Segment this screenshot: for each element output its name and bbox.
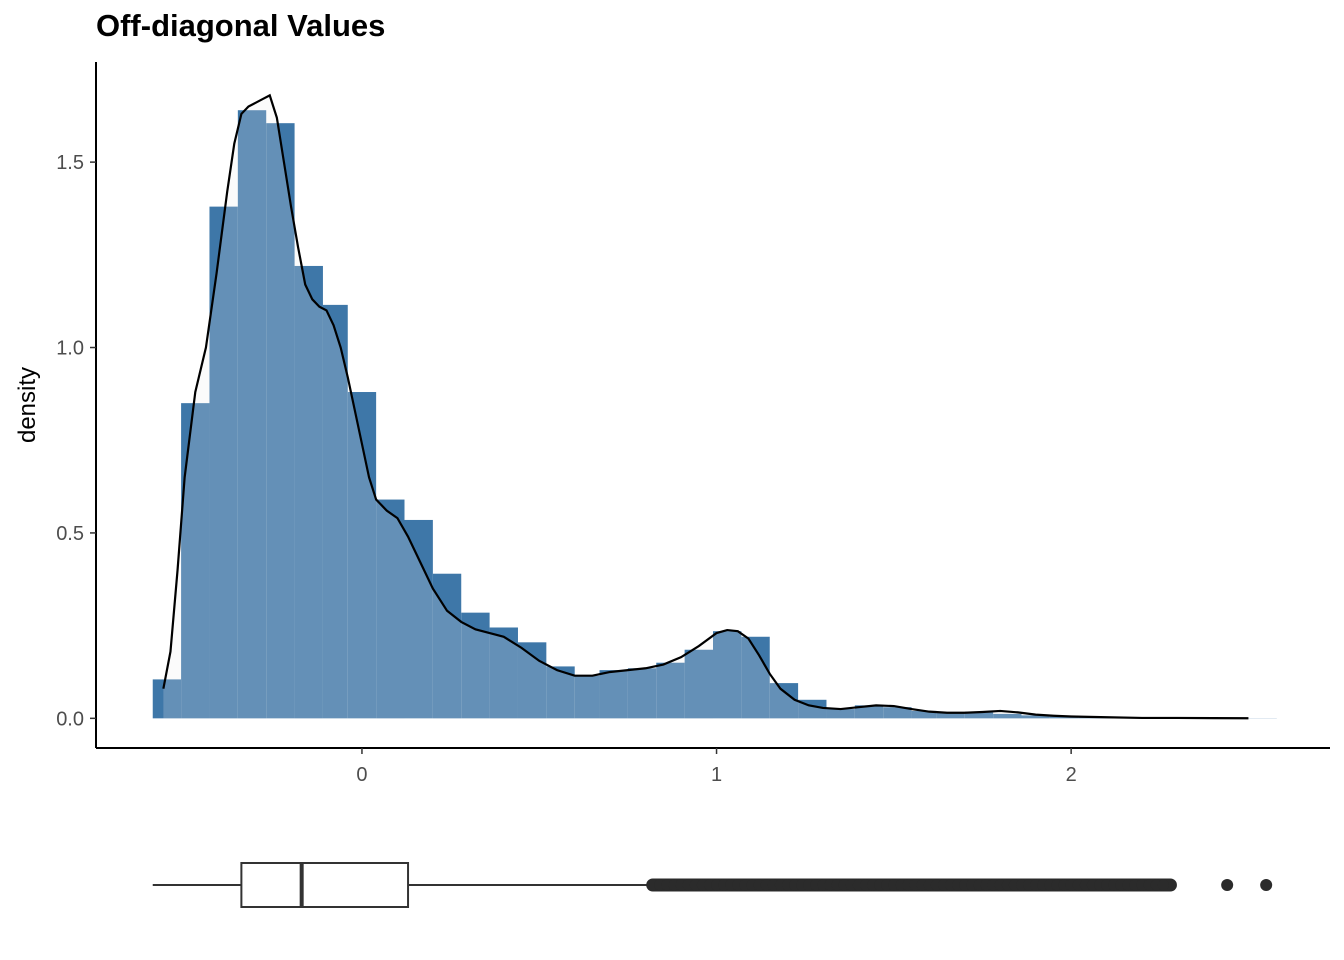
density-area bbox=[163, 95, 1249, 719]
boxplot-outlier-point bbox=[1260, 879, 1273, 891]
boxplot-box bbox=[240, 862, 410, 908]
x-tick-label: 1 bbox=[711, 764, 722, 786]
histogram-bar bbox=[404, 519, 433, 719]
boxplot-outlier-point bbox=[1157, 879, 1169, 891]
histogram-bar bbox=[936, 712, 965, 719]
histogram-bar bbox=[993, 713, 1022, 719]
y-tick-label: 1.5 bbox=[56, 152, 84, 174]
histogram-bar bbox=[769, 683, 799, 719]
histogram-bar bbox=[266, 123, 295, 719]
histogram-bar bbox=[964, 711, 994, 719]
chart-title: Off-diagonal Values bbox=[96, 8, 386, 43]
histogram-bar bbox=[713, 631, 742, 719]
boxplot-outlier-point bbox=[1221, 879, 1234, 891]
histogram-bars bbox=[152, 110, 1277, 719]
histogram-bar bbox=[1021, 715, 1050, 719]
y-tick-label: 1.0 bbox=[56, 338, 84, 360]
x-tick-label: 0 bbox=[356, 764, 367, 786]
y-tick-label: 0.0 bbox=[56, 708, 84, 730]
histogram-bar bbox=[854, 705, 884, 719]
histogram-bar bbox=[627, 668, 657, 719]
boxplot bbox=[152, 862, 1273, 908]
histogram-bar bbox=[1049, 716, 1079, 719]
density-curve bbox=[162, 93, 1249, 720]
histogram-bar bbox=[294, 265, 323, 719]
histogram-bar bbox=[883, 707, 912, 719]
x-tick-label: 2 bbox=[1066, 764, 1077, 786]
histogram-bar bbox=[826, 709, 855, 719]
histogram-bar bbox=[574, 675, 600, 719]
y-tick-label: 0.5 bbox=[56, 523, 84, 545]
histogram-bar bbox=[237, 110, 267, 719]
y-axis-ticks: 0.0 0.5 1.0 1.5 bbox=[56, 152, 96, 730]
histogram-bar bbox=[656, 662, 685, 719]
histogram-bar bbox=[376, 499, 405, 719]
y-axis-title: density bbox=[14, 367, 41, 443]
axes bbox=[95, 62, 1330, 749]
histogram-bar bbox=[181, 403, 210, 719]
histogram-bar bbox=[152, 679, 182, 719]
histogram-bar bbox=[322, 304, 348, 719]
histogram-bar bbox=[599, 670, 628, 719]
x-axis-ticks: 0 1 2 bbox=[356, 748, 1077, 786]
histogram-bar bbox=[911, 710, 937, 719]
histogram-bar bbox=[684, 649, 713, 719]
